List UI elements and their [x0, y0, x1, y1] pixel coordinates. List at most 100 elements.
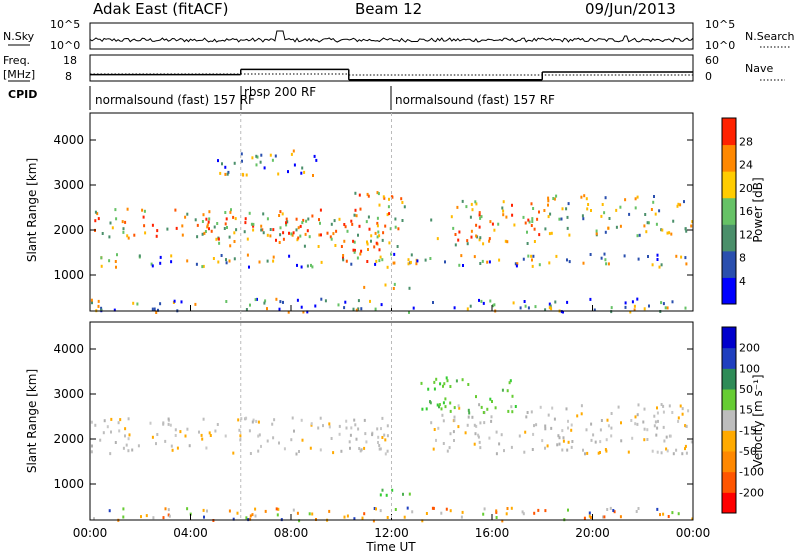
- scatter-point-4: [411, 510, 414, 514]
- scatter-point-7: [656, 253, 659, 257]
- scatter-point-6: [432, 301, 434, 304]
- scatter-point-0: [358, 447, 361, 450]
- scatter-point-7: [150, 262, 153, 266]
- xtick-label-2: 08:00: [274, 526, 309, 540]
- scatter-point-1: [350, 219, 353, 223]
- scatter-point-0: [121, 220, 124, 224]
- scatter-point-1: [666, 449, 669, 453]
- scatter-point-4: [482, 512, 485, 516]
- colorbar-segment-3: [722, 197, 736, 225]
- scatter-point-6: [453, 306, 456, 310]
- scatter-point-1: [551, 406, 554, 410]
- scatter-point-0: [201, 232, 204, 236]
- scatter-point-1: [304, 232, 307, 236]
- ytick-label-2: 3000: [53, 387, 84, 401]
- scatter-point-4: [249, 514, 252, 518]
- scatter-point-7: [548, 261, 551, 265]
- scatter-point-1: [282, 237, 285, 241]
- scatter-point-0: [288, 231, 290, 235]
- scatter-point-0: [201, 437, 204, 441]
- scatter-point-0: [300, 418, 303, 422]
- scatter-point-7: [386, 265, 389, 269]
- scatter-point-1: [646, 428, 649, 432]
- scatter-point-1: [305, 219, 308, 223]
- scatter-point-1: [292, 231, 295, 235]
- scatter-point-0: [354, 423, 357, 427]
- scatter-point-4: [375, 507, 377, 511]
- scatter-point-6: [534, 305, 537, 309]
- scatter-point-5: [582, 217, 585, 221]
- scatter-point-3: [455, 379, 458, 383]
- scatter-point-4: [667, 515, 670, 518]
- scatter-point-7: [378, 259, 381, 263]
- scatter-point-0: [166, 227, 169, 231]
- scatter-point-2: [386, 213, 389, 217]
- scatter-point-1: [662, 425, 665, 429]
- scatter-point-6: [671, 300, 674, 304]
- scatter-point-4: [431, 506, 434, 510]
- scatter-point-5: [685, 229, 688, 233]
- scatter-point-2: [343, 223, 346, 226]
- scatter-point-1: [299, 224, 302, 228]
- scatter-point-0: [301, 438, 304, 442]
- scatter-point-6: [278, 307, 281, 311]
- scatter-point-7: [458, 263, 461, 267]
- scatter-point-5: [652, 200, 655, 204]
- scatter-point-0: [251, 420, 254, 424]
- scatter-point-0: [377, 441, 379, 444]
- scatter-point-8: [233, 161, 236, 165]
- scatter-point-0: [122, 227, 125, 231]
- scatter-point-6: [263, 301, 266, 305]
- scatter-point-6: [369, 299, 371, 303]
- scatter-point-6: [480, 299, 483, 303]
- scatter-point-8: [303, 170, 306, 174]
- scatter-point-8: [290, 152, 293, 156]
- scatter-point-0: [91, 444, 93, 448]
- scatter-point-0: [97, 217, 100, 221]
- scatter-point-1: [653, 424, 656, 428]
- scatter-point-4: [478, 211, 481, 215]
- scatter-point-0: [309, 446, 312, 450]
- scatter-point-7: [582, 261, 585, 265]
- scatter-point-5: [691, 220, 694, 224]
- scatter-point-6: [408, 310, 410, 314]
- scatter-point-0: [319, 448, 322, 452]
- scatter-point-4: [202, 508, 205, 512]
- scatter-point-1: [471, 415, 474, 419]
- power-colorbar-label: Power [dB]: [751, 177, 765, 242]
- scatter-point-4: [206, 509, 208, 513]
- scatter-point-7: [444, 260, 446, 264]
- scatter-point-0: [128, 433, 131, 437]
- scatter-point-0: [196, 223, 199, 227]
- colorbar-tick-3: 16: [739, 205, 753, 218]
- scatter-point-4: [436, 237, 439, 241]
- scatter-point-0: [269, 228, 272, 231]
- scatter-point-0: [198, 430, 200, 434]
- scatter-point-2: [376, 216, 379, 220]
- scatter-point-1: [671, 411, 674, 414]
- scatter-point-6: [610, 310, 613, 314]
- scatter-point-1: [213, 225, 216, 229]
- scatter-point-0: [244, 217, 247, 221]
- scatter-point-7: [170, 254, 173, 258]
- scatter-point-1: [643, 407, 646, 411]
- scatter-point-6: [610, 306, 613, 310]
- scatter-point-6: [155, 311, 158, 314]
- velocity-scatter: [90, 376, 694, 523]
- scatter-point-1: [544, 424, 547, 428]
- scatter-point-7: [248, 265, 250, 269]
- scatter-point-1: [510, 405, 513, 409]
- scatter-point-3: [429, 401, 432, 405]
- colorbar-segment-7: [722, 347, 736, 369]
- scatter-point-8: [271, 158, 274, 162]
- scatter-point-0: [108, 235, 111, 239]
- scatter-point-0: [196, 235, 199, 239]
- scatter-point-1: [449, 432, 452, 436]
- scatter-point-3: [453, 406, 456, 410]
- scatter-point-1: [561, 429, 564, 433]
- scatter-point-1: [582, 448, 584, 452]
- scatter-point-4: [372, 519, 375, 523]
- date-title: 09/Jun/2013: [585, 0, 676, 18]
- scatter-point-4: [471, 208, 474, 212]
- scatter-point-0: [261, 228, 264, 232]
